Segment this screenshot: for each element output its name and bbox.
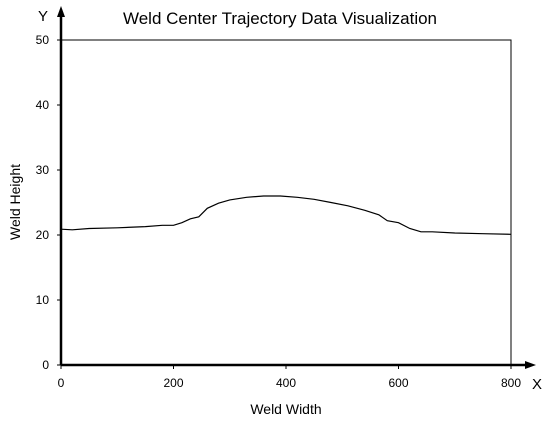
y-axis-letter: Y [38,8,48,25]
x-tick-label: 800 [501,376,521,390]
x-tick-label: 400 [276,376,296,390]
x-axis-label: Weld Width [250,401,321,417]
x-tick-label: 0 [58,376,65,390]
x-tick-label: 600 [388,376,408,390]
x-axis-letter: X [532,376,542,393]
y-tick-label: 0 [42,358,49,372]
y-tick-label: 30 [36,163,50,177]
chart-title: Weld Center Trajectory Data Visualizatio… [123,9,437,28]
plot-area [60,39,512,366]
y-axis-arrow [57,6,65,17]
x-axis-arrow [525,361,536,369]
y-tick-label: 10 [36,293,50,307]
y-tick-label: 40 [36,98,50,112]
x-tick-label: 200 [163,376,183,390]
y-tick-label: 50 [36,33,50,47]
y-axis-label: Weld Height [7,164,23,240]
series-line [60,195,512,235]
y-tick-label: 20 [36,228,50,242]
